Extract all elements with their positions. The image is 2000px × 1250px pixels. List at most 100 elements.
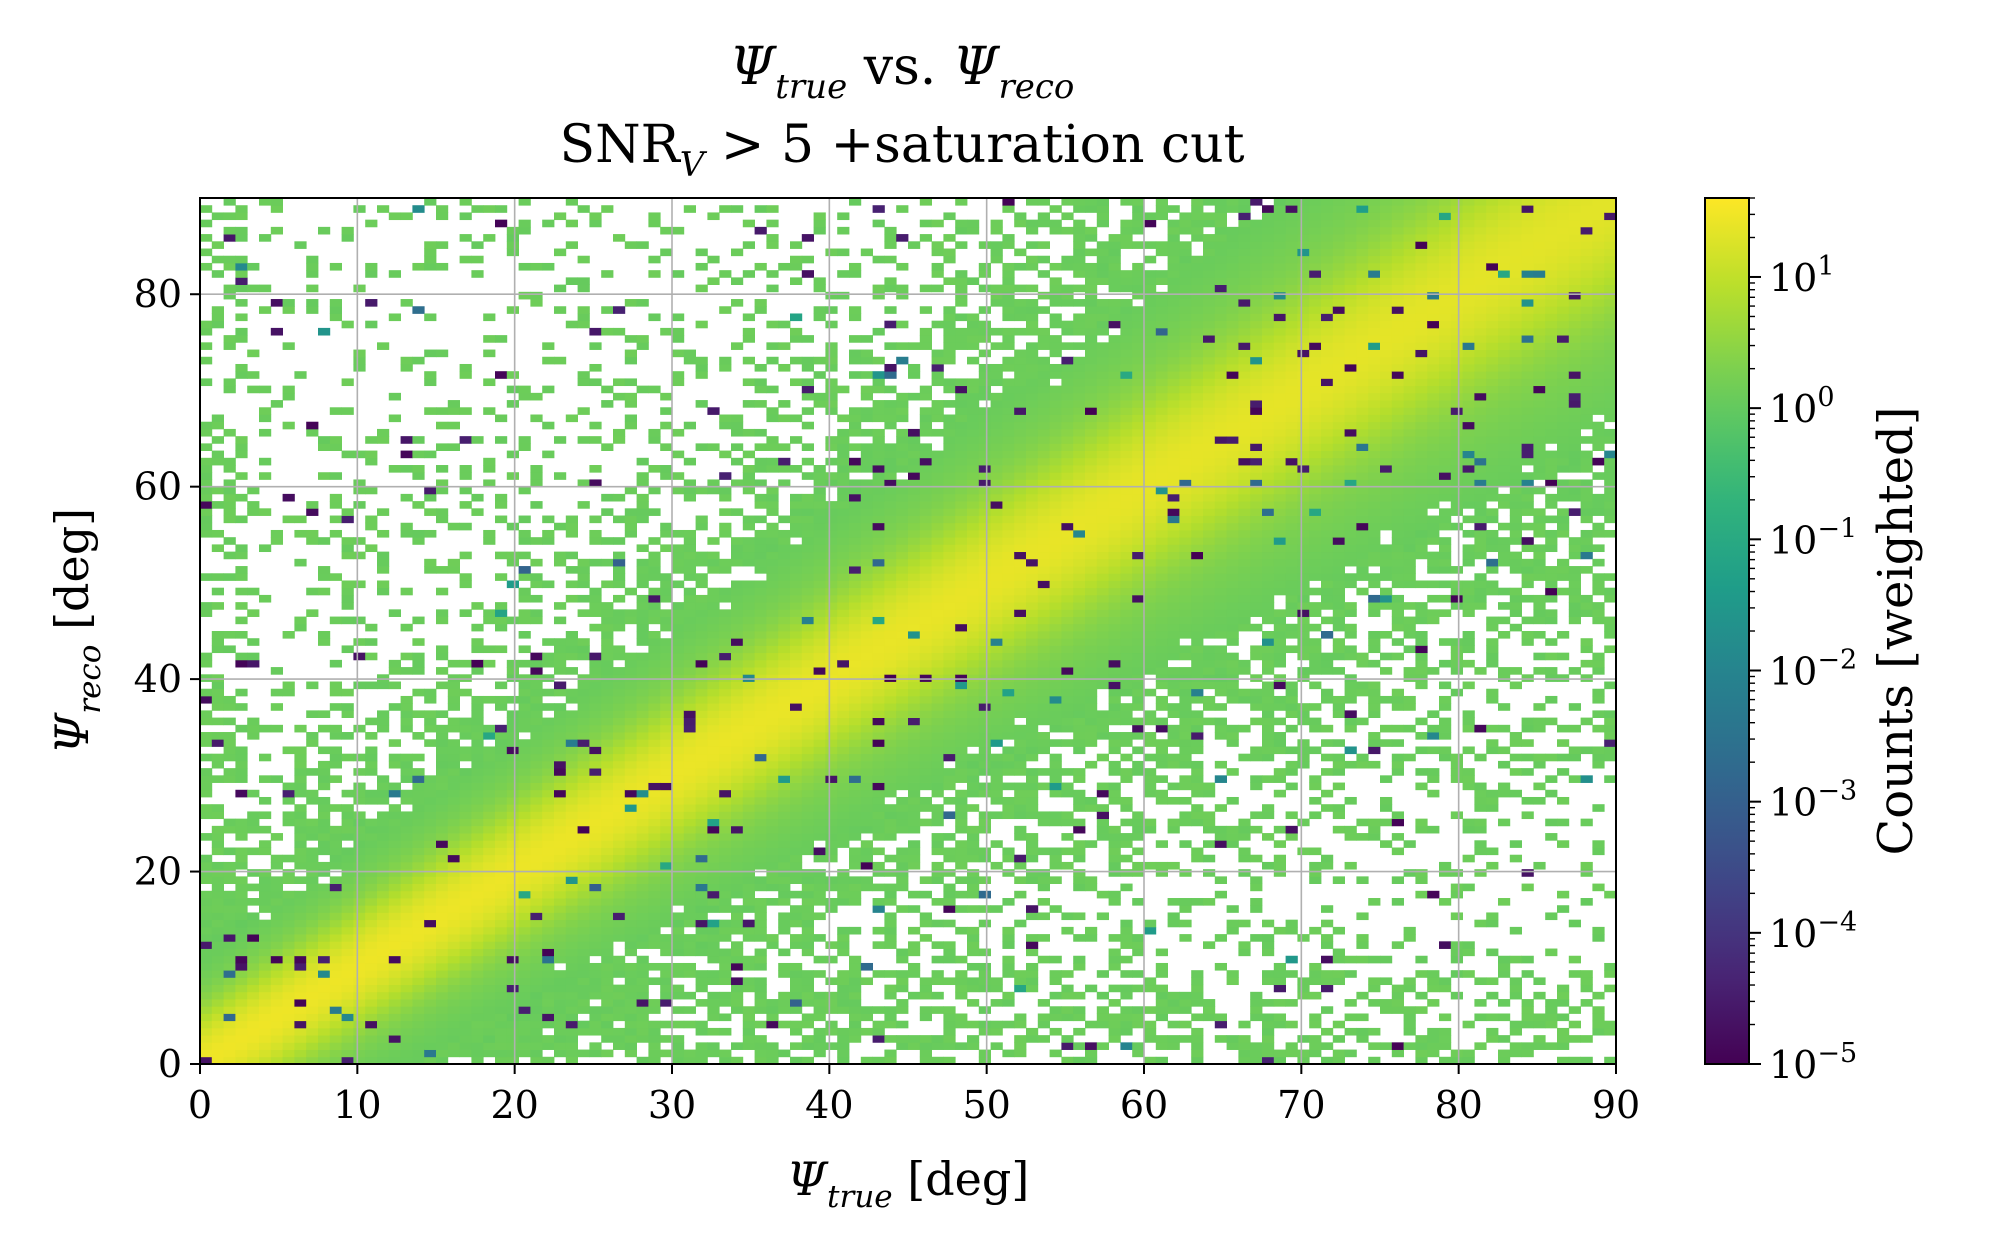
heatmap-cell bbox=[872, 898, 885, 906]
heatmap-cell bbox=[872, 479, 885, 488]
heatmap-cell bbox=[211, 984, 224, 993]
heatmap-cell bbox=[624, 926, 637, 935]
heatmap-cell bbox=[388, 1027, 401, 1036]
heatmap-cell bbox=[211, 645, 224, 654]
heatmap-cell bbox=[247, 926, 260, 935]
heatmap-cell bbox=[801, 501, 814, 509]
heatmap-cell bbox=[282, 1020, 295, 1029]
heatmap-cell bbox=[648, 926, 661, 935]
heatmap-cell bbox=[542, 876, 555, 884]
heatmap-cell bbox=[542, 760, 555, 769]
heatmap-cell bbox=[943, 732, 956, 740]
heatmap-cell bbox=[955, 703, 968, 711]
heatmap-cell bbox=[388, 984, 401, 993]
heatmap-cell bbox=[329, 407, 342, 415]
heatmap-cell bbox=[860, 587, 873, 596]
heatmap-cell bbox=[1014, 284, 1027, 293]
heatmap-cell bbox=[742, 876, 755, 884]
heatmap-cell bbox=[955, 659, 968, 668]
heatmap-cell bbox=[884, 241, 897, 249]
heatmap-cell bbox=[471, 659, 484, 668]
heatmap-cell bbox=[707, 825, 720, 834]
heatmap-cell bbox=[223, 999, 236, 1007]
heatmap-cell bbox=[978, 529, 991, 538]
heatmap-cell bbox=[860, 811, 873, 820]
heatmap-cell bbox=[259, 962, 272, 971]
heatmap-cell bbox=[790, 522, 803, 531]
heatmap-cell bbox=[483, 833, 496, 841]
heatmap-cell bbox=[636, 594, 649, 603]
heatmap-cell bbox=[660, 991, 673, 1000]
heatmap-cell bbox=[447, 775, 460, 783]
heatmap-cell bbox=[636, 926, 649, 935]
heatmap-cell bbox=[825, 501, 838, 509]
heatmap-cell bbox=[294, 529, 307, 538]
heatmap-cell bbox=[483, 616, 496, 625]
heatmap-cell bbox=[400, 876, 413, 884]
heatmap-cell bbox=[672, 710, 685, 718]
heatmap-cell bbox=[683, 674, 696, 682]
heatmap-cell bbox=[872, 659, 885, 668]
heatmap-cell bbox=[754, 457, 767, 466]
heatmap-cell bbox=[565, 840, 578, 848]
heatmap-cell bbox=[813, 623, 826, 632]
heatmap-cell bbox=[872, 811, 885, 820]
heatmap-cell bbox=[589, 854, 602, 863]
heatmap-cell bbox=[554, 356, 567, 365]
heatmap-cell bbox=[967, 414, 980, 423]
heatmap-cell bbox=[707, 833, 720, 841]
heatmap-cell bbox=[648, 768, 661, 776]
heatmap-cell bbox=[400, 1042, 413, 1050]
heatmap-cell bbox=[235, 234, 248, 242]
heatmap-cell bbox=[695, 732, 708, 740]
heatmap-cell bbox=[931, 457, 944, 466]
heatmap-cell bbox=[683, 631, 696, 639]
heatmap-cell bbox=[589, 934, 602, 942]
heatmap-cell bbox=[436, 609, 449, 617]
heatmap-cell bbox=[624, 970, 637, 978]
heatmap-cell bbox=[400, 1013, 413, 1022]
heatmap-cell bbox=[754, 428, 767, 437]
heatmap-cell bbox=[377, 1006, 390, 1014]
heatmap-cell bbox=[495, 999, 508, 1007]
heatmap-cell bbox=[589, 212, 602, 221]
heatmap-cell bbox=[766, 883, 779, 892]
heatmap-cell bbox=[719, 421, 732, 430]
heatmap-cell bbox=[530, 760, 543, 769]
heatmap-cell bbox=[223, 1006, 236, 1014]
heatmap-cell bbox=[636, 479, 649, 488]
heatmap-cell bbox=[400, 1020, 413, 1029]
heatmap-cell bbox=[766, 602, 779, 610]
heatmap-cell bbox=[341, 587, 354, 596]
heatmap-cell bbox=[565, 890, 578, 899]
heatmap-cell bbox=[235, 616, 248, 625]
heatmap-cell bbox=[388, 970, 401, 978]
heatmap-cell bbox=[978, 594, 991, 603]
heatmap-cell bbox=[813, 1042, 826, 1050]
heatmap-cell bbox=[1026, 724, 1039, 733]
heatmap-cell bbox=[978, 522, 991, 531]
heatmap-cell bbox=[648, 1042, 661, 1050]
heatmap-cell bbox=[801, 804, 814, 812]
heatmap-cell bbox=[459, 1049, 472, 1058]
heatmap-cell bbox=[707, 255, 720, 264]
heatmap-cell bbox=[259, 1027, 272, 1036]
heatmap-cell bbox=[270, 962, 283, 971]
heatmap-cell bbox=[908, 342, 921, 350]
heatmap-cell bbox=[636, 710, 649, 718]
heatmap-cell bbox=[849, 746, 862, 755]
heatmap-cell bbox=[518, 739, 531, 747]
heatmap-cell bbox=[306, 847, 319, 856]
heatmap-cell bbox=[1026, 667, 1039, 675]
heatmap-cell bbox=[849, 638, 862, 646]
heatmap-cell bbox=[943, 594, 956, 603]
heatmap-cell bbox=[908, 587, 921, 596]
heatmap-cell bbox=[601, 1013, 614, 1022]
heatmap-cell bbox=[530, 739, 543, 747]
heatmap-cell bbox=[872, 768, 885, 776]
heatmap-cell bbox=[329, 313, 342, 322]
heatmap-cell bbox=[884, 912, 897, 921]
heatmap-cell bbox=[884, 984, 897, 993]
heatmap-cell bbox=[388, 977, 401, 986]
